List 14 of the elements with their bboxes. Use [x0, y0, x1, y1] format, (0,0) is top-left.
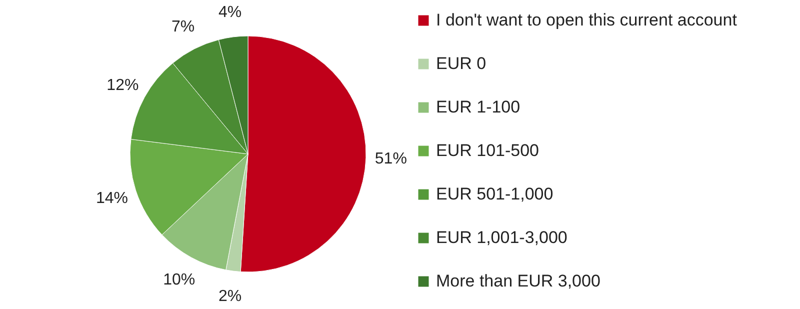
legend-label: EUR 1-100 [436, 98, 520, 116]
data-label: 10% [163, 271, 196, 288]
legend-label: I don't want to open this current account [436, 10, 738, 30]
data-label: 51% [374, 150, 407, 168]
legend-label: EUR 1,001-3,000 [436, 228, 568, 247]
data-label: 12% [106, 77, 139, 94]
data-label: 7% [172, 18, 195, 36]
legend-label: EUR 0 [436, 54, 486, 73]
legend-label: More than EUR 3,000 [436, 272, 600, 290]
data-label: 2% [218, 288, 242, 305]
data-label: 14% [96, 190, 128, 208]
legend-label: EUR 501-1,000 [436, 184, 554, 204]
data-label: 4% [218, 4, 242, 22]
legend-label: EUR 101-500 [436, 141, 540, 160]
